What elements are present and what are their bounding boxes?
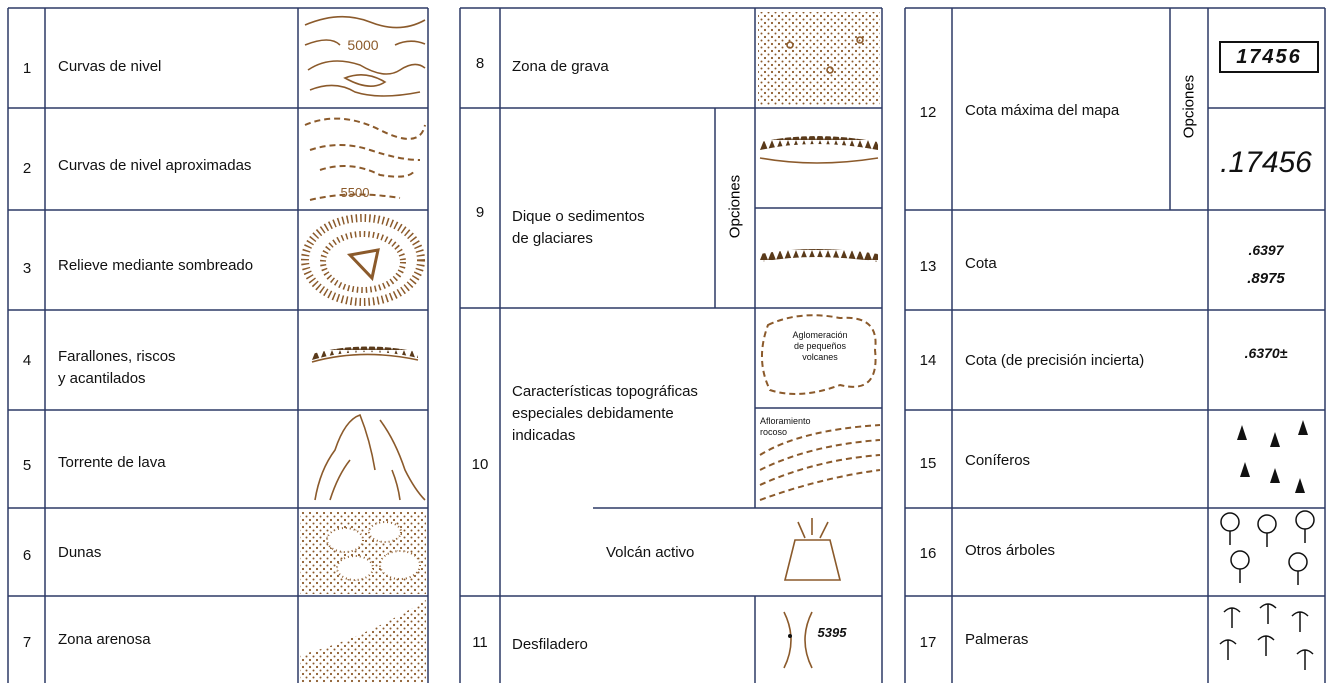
row-label: Curvas de nivel aproximadas (58, 157, 252, 174)
row-number: 15 (919, 455, 937, 472)
row-number: 4 (22, 352, 32, 369)
row-label: Cota (de precisión incierta) (965, 352, 1145, 369)
row-number: 8 (475, 55, 485, 72)
row-number: 6 (22, 547, 32, 564)
row-label: Relieve mediante sombreado (58, 257, 254, 274)
symbol-text: 17456 (1236, 46, 1302, 68)
row-label: Torrente de lava (58, 454, 166, 471)
row-number: 12 (919, 104, 937, 121)
options-label: Opciones (726, 174, 744, 239)
row-number: 9 (475, 204, 485, 221)
left-table (7, 7, 429, 683)
row-label: Zona arenosa (58, 631, 151, 648)
row-number: 3 (22, 260, 32, 277)
row-number: 11 (472, 634, 488, 651)
row-label: Características topográficas especiales … (512, 383, 698, 444)
row-number: 13 (919, 258, 937, 275)
row-label: Coníferos (965, 452, 1031, 469)
row-label: Dique o sedimentos de glaciares (512, 208, 645, 247)
symbol-text: 5000 (347, 37, 378, 53)
symbol-text: Aglomeración de pequeños volcanes (792, 330, 848, 362)
row-label: Otros árboles (965, 542, 1056, 559)
symbol-text: .8975 (1247, 270, 1285, 287)
row-number: 5 (22, 457, 32, 474)
row-label: Palmeras (965, 631, 1029, 648)
symbol-text: .6370± (1245, 345, 1288, 361)
row-label: Zona de grava (512, 58, 609, 75)
middle-table (459, 7, 883, 683)
symbol-text: .17456 (1220, 146, 1312, 179)
row-label: Cota máxima del mapa (965, 102, 1120, 119)
symbols: 5000 5500 5395 17456 .17456 .6397 .8975 … (300, 12, 1319, 683)
symbol-text: 5500 (341, 185, 370, 200)
row-number: 7 (22, 634, 32, 651)
row-number: 17 (919, 634, 937, 651)
row-label: Cota (965, 255, 997, 272)
symbol-text: Afloramiento rocoso (760, 416, 811, 437)
row-label: Curvas de nivel (58, 58, 162, 75)
row-number: 2 (22, 160, 32, 177)
row-label: Farallones, riscos y acantilados (58, 348, 176, 387)
symbol-text: 5395 (818, 625, 848, 640)
row-number: 1 (22, 60, 32, 77)
sub-label: Volcán activo (606, 544, 695, 561)
row-number: 16 (919, 545, 937, 562)
right-table (904, 7, 1326, 683)
options-label: Opciones (1180, 74, 1198, 139)
row-label: Desfiladero (512, 636, 588, 653)
symbol-text: .6397 (1248, 242, 1284, 258)
row-label: Dunas (58, 544, 102, 561)
row-number: 10 (471, 456, 489, 473)
row-number: 14 (919, 352, 937, 369)
